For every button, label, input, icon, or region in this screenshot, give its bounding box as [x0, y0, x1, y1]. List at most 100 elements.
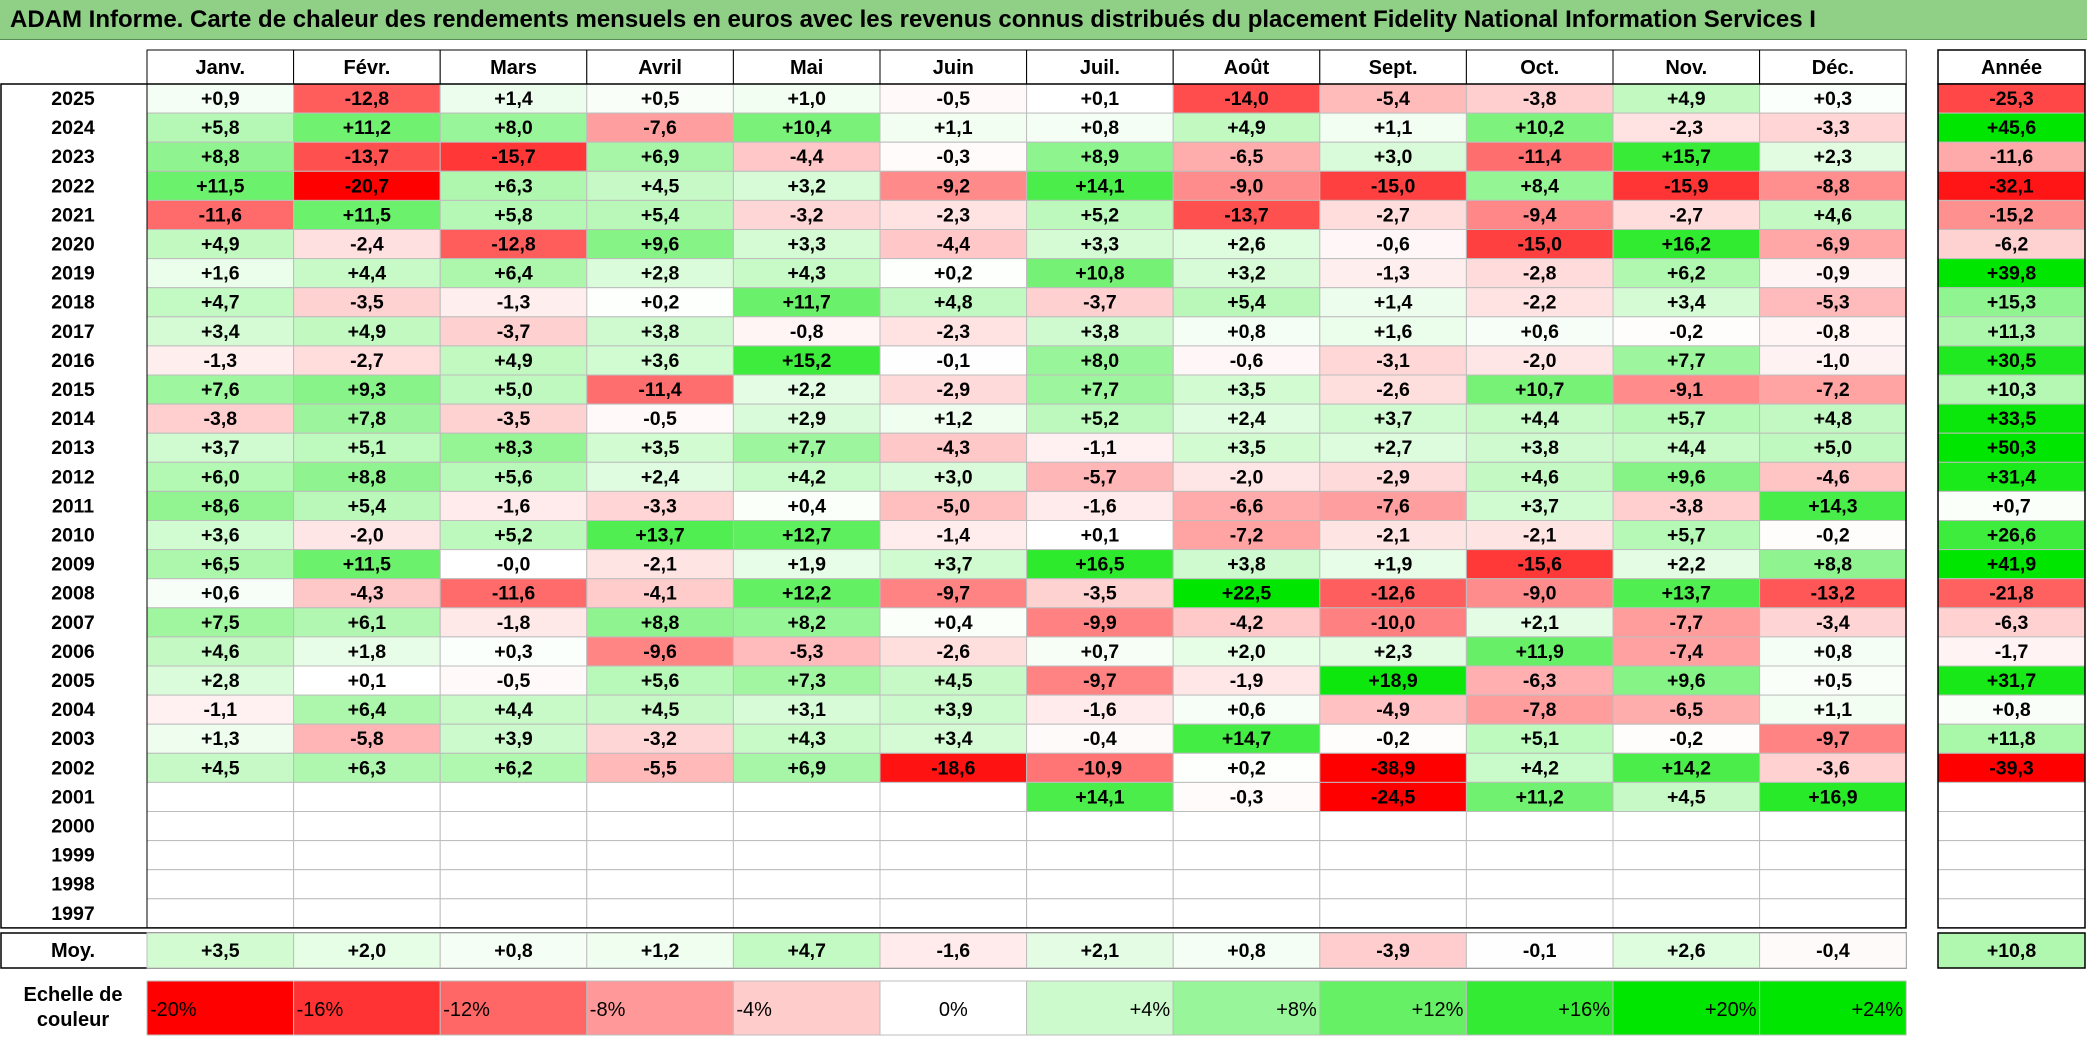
cell-value-2011-d-c: +14,3 — [1808, 495, 1857, 517]
average-cell-avril — [586, 932, 734, 969]
cell-2008-ao-t — [1172, 578, 1321, 609]
cell-value-2015-juil: +7,7 — [1081, 379, 1120, 401]
cell-value-2012-ao-t: -2,0 — [1230, 466, 1264, 488]
month-header-nov: Nov. — [1665, 57, 1707, 79]
cell-2014-f-vr — [293, 403, 441, 434]
annual-value-2011: +0,7 — [1992, 495, 2031, 517]
cell-2021-mai — [732, 199, 881, 230]
cell-2002-sept — [1319, 752, 1467, 783]
cell-2008-juil — [1026, 578, 1174, 609]
cell-value-2025-d-c: +0,3 — [1814, 88, 1853, 110]
year-label-2019: 2019 — [51, 263, 95, 285]
cell-2013-mai — [732, 432, 881, 463]
cell-value-2008-janv: +0,6 — [201, 583, 240, 605]
average-cell-mai — [732, 932, 881, 969]
cell-value-2020-janv: +4,9 — [201, 234, 240, 256]
cell-value-2022-oct: +8,4 — [1520, 175, 1559, 197]
cell-value-2010-f-vr: -2,0 — [350, 525, 384, 547]
cell-2022-janv — [146, 170, 295, 201]
cell-value-2013-d-c: +5,0 — [1814, 437, 1853, 459]
cell-2005-nov — [1612, 665, 1761, 696]
cell-2000-mai — [732, 811, 881, 842]
cell-2025-d-c — [1759, 83, 1907, 114]
cell-value-2007-sept: -10,0 — [1371, 612, 1416, 634]
year-label-2014: 2014 — [51, 408, 95, 430]
cell-value-2003-juil: -0,4 — [1083, 728, 1117, 750]
cell-2005-mars — [439, 665, 588, 696]
annual-value-2012: +31,4 — [1987, 466, 2036, 488]
month-header-juil: Juil. — [1080, 57, 1120, 79]
cell-value-2006-oct: +11,9 — [1516, 641, 1564, 663]
cell-value-2021-nov: -2,7 — [1669, 204, 1703, 226]
cell-2021-mars — [439, 199, 588, 230]
cell-2001-juin — [879, 781, 1028, 813]
month-header-mars: Mars — [490, 57, 537, 79]
cell-1998-f-vr — [293, 869, 441, 900]
cell-2019-oct — [1465, 258, 1614, 289]
cell-value-2015-janv: +7,6 — [201, 379, 240, 401]
cell-value-2023-mai: -4,4 — [790, 146, 824, 168]
cell-2024-avril — [586, 112, 734, 143]
cell-value-2004-juil: -1,6 — [1083, 699, 1117, 721]
cell-value-2013-avril: +3,5 — [641, 437, 680, 459]
annual-cell-2013 — [1937, 432, 2086, 463]
month-header-cell-mai — [732, 49, 881, 85]
annual-cell-2001 — [1937, 781, 2086, 813]
cell-value-2015-avril: -11,4 — [638, 379, 682, 401]
cell-value-2019-mai: +4,3 — [787, 263, 826, 285]
cell-value-2002-ao-t: +0,2 — [1227, 757, 1266, 779]
cell-value-2025-mars: +1,4 — [494, 88, 533, 110]
cell-value-2010-mai: +12,7 — [782, 525, 831, 547]
cell-value-2009-avril: -2,1 — [643, 554, 677, 576]
cell-value-2010-sept: -2,1 — [1376, 525, 1410, 547]
cell-value-2013-juil: -1,1 — [1083, 437, 1117, 459]
cell-value-2007-oct: +2,1 — [1520, 612, 1559, 634]
annual-value-2008: -21,8 — [1989, 583, 2034, 605]
cell-value-2002-avril: -5,5 — [643, 757, 677, 779]
cell-2024-sept — [1319, 112, 1467, 143]
cell-2019-ao-t — [1172, 258, 1321, 289]
cell-2004-sept — [1319, 694, 1467, 725]
cell-2008-nov — [1612, 578, 1761, 609]
cell-value-2002-sept: -38,9 — [1371, 757, 1416, 779]
annual-cell-1997 — [1937, 898, 2086, 929]
average-value-juin: -1,6 — [936, 940, 970, 962]
cell-value-2003-mars: +3,9 — [494, 728, 533, 750]
cell-2025-janv — [146, 83, 295, 114]
cell-value-2024-juil: +0,8 — [1081, 117, 1120, 139]
cell-value-2002-mai: +6,9 — [787, 757, 826, 779]
cell-value-2012-mars: +5,6 — [494, 466, 533, 488]
cell-value-2001-sept: -24,5 — [1371, 786, 1416, 808]
cell-value-2016-avril: +3,6 — [641, 350, 680, 372]
average-cell-juin — [879, 932, 1028, 969]
cell-value-2014-ao-t: +2,4 — [1227, 408, 1266, 430]
cell-value-2007-avril: +8,8 — [641, 612, 680, 634]
cell-value-2009-ao-t: +3,8 — [1227, 554, 1266, 576]
cell-value-2014-avril: -0,5 — [643, 408, 677, 430]
cell-value-2016-ao-t: -0,6 — [1230, 350, 1264, 372]
cell-value-2002-mars: +6,2 — [494, 757, 533, 779]
cell-2012-oct — [1465, 461, 1614, 492]
cell-2011-ao-t — [1172, 490, 1321, 521]
cell-value-2022-juil: +14,1 — [1075, 175, 1124, 197]
cell-value-2001-oct: +11,2 — [1516, 786, 1564, 808]
year-label-2008: 2008 — [51, 583, 95, 605]
cell-2007-juin — [879, 607, 1028, 638]
cell-1999-nov — [1612, 840, 1761, 871]
cell-value-2021-avril: +5,4 — [641, 204, 680, 226]
cell-2025-oct — [1465, 83, 1614, 114]
cell-2012-f-vr — [293, 461, 441, 492]
cell-value-2008-juil: -3,5 — [1083, 583, 1117, 605]
scale-swatch-12 — [1319, 980, 1467, 1036]
cell-2015-d-c — [1759, 374, 1907, 405]
cell-value-2002-nov: +14,2 — [1662, 757, 1711, 779]
cell-value-2023-ao-t: -6,5 — [1230, 146, 1264, 168]
cell-value-2017-juin: -2,3 — [936, 321, 970, 343]
cell-1999-ao-t — [1172, 840, 1321, 871]
scale-label-line1: Echelle de — [24, 984, 123, 1006]
cell-value-2022-f-vr: -20,7 — [345, 175, 389, 197]
cell-value-2016-juil: +8,0 — [1081, 350, 1120, 372]
cell-value-2019-nov: +6,2 — [1667, 263, 1706, 285]
cell-value-2018-mai: +11,7 — [783, 292, 831, 314]
annual-header-cell — [1937, 49, 2086, 85]
